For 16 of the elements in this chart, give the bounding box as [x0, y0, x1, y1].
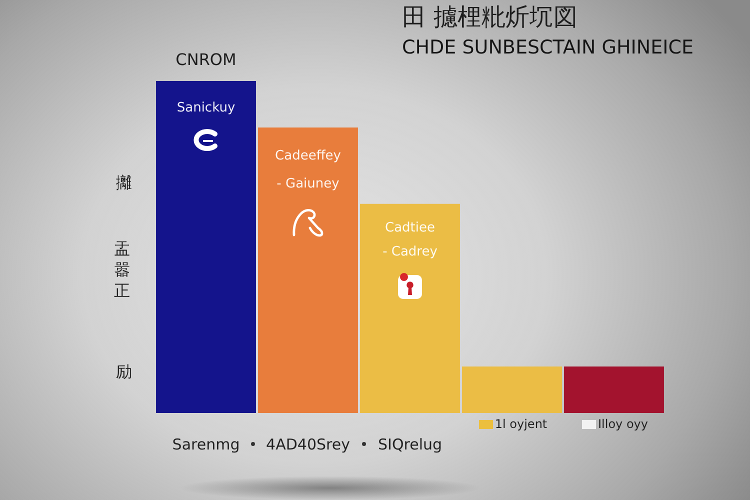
x-tick-label: SIQrelug	[378, 436, 442, 454]
text: 励	[116, 362, 132, 381]
x-tick-label: Illoy oyy	[598, 417, 648, 431]
x-tick-label: Sarenmg	[172, 436, 240, 454]
text: 攡	[116, 173, 132, 192]
chart-title: 田 攄梩粃炘坈図	[402, 3, 578, 31]
annotation: Cadeeffey	[275, 148, 341, 164]
annotation: - Gaiuney	[276, 176, 340, 192]
y-axis-title: 盂嚣正	[114, 238, 130, 302]
annotation: Sanickuy	[176, 100, 236, 116]
x-tick-label: 1l oyjent	[494, 417, 548, 431]
annotation: - Cadrey	[382, 244, 438, 260]
annotation: Cadtiee	[384, 220, 436, 236]
x-tick-label: 4AD40Srey	[266, 436, 350, 454]
text: CNROM	[176, 50, 236, 69]
chart-subtitle: CHDE SUNBESCTAIN GHINEICE	[402, 36, 694, 58]
